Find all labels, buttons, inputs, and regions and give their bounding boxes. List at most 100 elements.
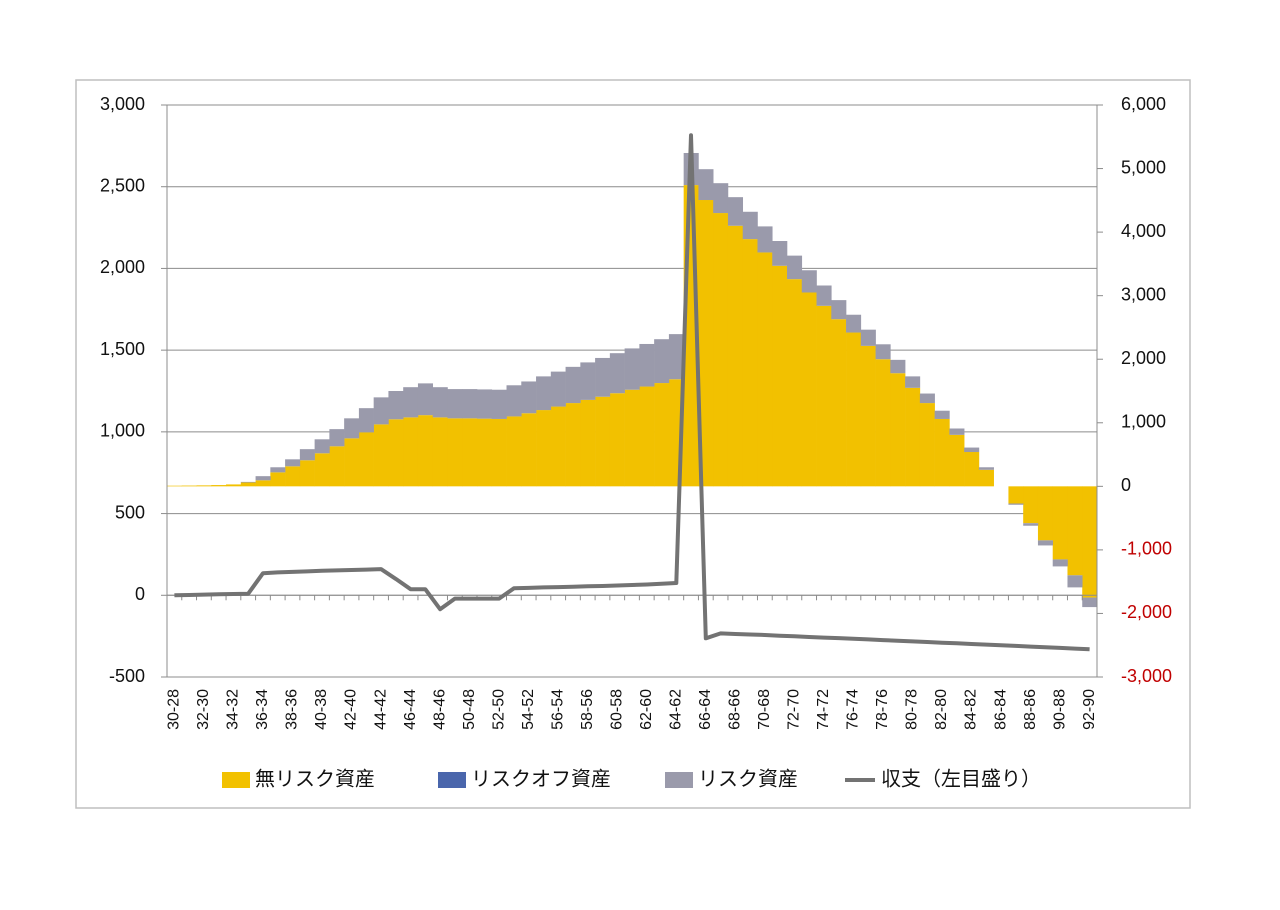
bar [329,446,345,487]
x-tick-label: 46-44 [402,689,419,730]
bar [1052,486,1068,560]
bar [314,453,330,487]
bar [270,472,286,487]
x-tick-label: 44-42 [372,689,389,730]
x-tick-label: 58-56 [579,689,596,730]
bar [462,389,478,419]
bar [949,428,965,435]
bar [964,452,980,487]
x-tick-label: 90-88 [1051,689,1068,730]
bar [698,200,714,487]
bar [860,329,876,346]
x-tick-label: 66-64 [697,689,714,730]
bar [181,485,197,487]
bar [565,403,581,487]
bar [905,376,921,388]
bar [964,447,980,453]
y-tick-label: 3,000 [100,94,145,114]
bar [698,169,714,201]
bar [978,469,994,487]
bar [772,241,788,266]
bar [314,439,330,454]
legend-label: 収支（左目盛り） [881,767,1041,790]
bar [624,389,640,487]
bar [919,393,935,404]
bar [388,391,404,420]
bar [742,211,758,240]
bar [860,345,876,487]
line-series [174,133,1090,652]
bar [565,366,581,404]
bar [1067,575,1083,588]
bar [211,485,227,487]
y-tick-label: 1,000 [100,421,145,441]
legend-swatch [665,772,693,788]
bar [1037,486,1054,541]
bar [226,484,242,487]
bar [609,393,625,487]
bar [595,357,611,397]
bar [831,300,847,320]
bar [447,389,463,419]
bar [521,413,537,487]
bar [713,183,729,214]
bar [550,406,566,487]
x-tick-label: 74-72 [815,689,832,730]
bar [742,239,758,487]
bar [639,343,655,387]
bar [1023,523,1039,526]
x-tick-label: 88-86 [1022,689,1039,730]
legend-label: リスク資産 [698,767,798,790]
bar [240,482,256,487]
x-tick-label: 50-48 [461,689,478,730]
bar [787,255,803,280]
legend-label: 無リスク資産 [255,767,375,790]
bar [373,397,389,425]
x-tick-label: 64-62 [668,689,685,730]
bar [949,434,965,487]
bar [801,270,817,293]
bar [727,225,744,487]
bar [240,481,256,483]
bar [934,410,950,419]
bar [358,432,374,487]
bar [255,480,271,487]
bar [403,387,419,418]
x-tick-label: 34-32 [225,689,242,730]
bar [477,418,493,487]
bar [757,252,773,487]
bar [521,381,537,414]
x-tick-label: 84-82 [963,689,980,730]
x-tick-label: 54-52 [520,689,537,730]
x-tick-label: 82-80 [933,689,950,730]
bar [654,383,670,487]
x-tick-label: 38-36 [284,689,301,730]
x-tick-label: 56-54 [549,689,566,730]
x-tick-label: 42-40 [343,689,360,730]
y2-tick-label: 0 [1121,475,1131,495]
bar [432,387,448,418]
bar [462,418,478,487]
bar [358,408,374,433]
bar [299,449,315,461]
bar [344,418,360,439]
bar [1082,486,1098,598]
legend-swatch [222,772,250,788]
y2-tick-label: -2,000 [1121,602,1172,622]
bar [388,419,404,487]
bar [831,319,847,487]
bar [506,385,522,417]
bar [1023,486,1039,524]
x-tick-label: 40-38 [313,689,330,730]
bar [373,424,389,487]
bar [1082,597,1098,608]
bar [919,403,935,487]
bar [609,353,625,394]
x-tick-label: 92-90 [1081,689,1098,730]
bar [875,359,891,487]
bar [757,226,773,253]
bar [506,416,522,487]
bar [772,265,788,487]
bar [344,438,360,487]
